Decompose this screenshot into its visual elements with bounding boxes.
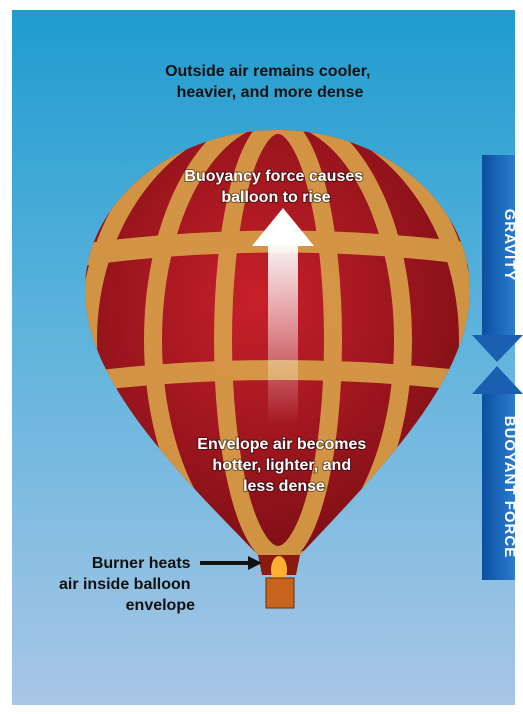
gravity-label: GRAVITY [501, 209, 518, 282]
label-line: less dense [243, 478, 325, 495]
diagram: GRAVITY BUOYANT FORCE Outside air remain… [0, 0, 523, 714]
label-line: envelope [126, 597, 195, 614]
buoyant-force-label: BUOYANT FORCE [501, 416, 518, 558]
label-line: balloon to rise [221, 189, 330, 206]
label-line: hotter, lighter, and [212, 457, 351, 474]
label-line: Burner heats [92, 555, 191, 572]
label-line: Buoyancy force causes [184, 168, 363, 185]
basket [266, 578, 294, 608]
label-line: Outside air remains cooler, [165, 63, 370, 80]
label-line: heavier, and more dense [177, 84, 364, 101]
label-line: Envelope air becomes [197, 436, 366, 453]
label-line: air inside balloon [59, 576, 191, 593]
